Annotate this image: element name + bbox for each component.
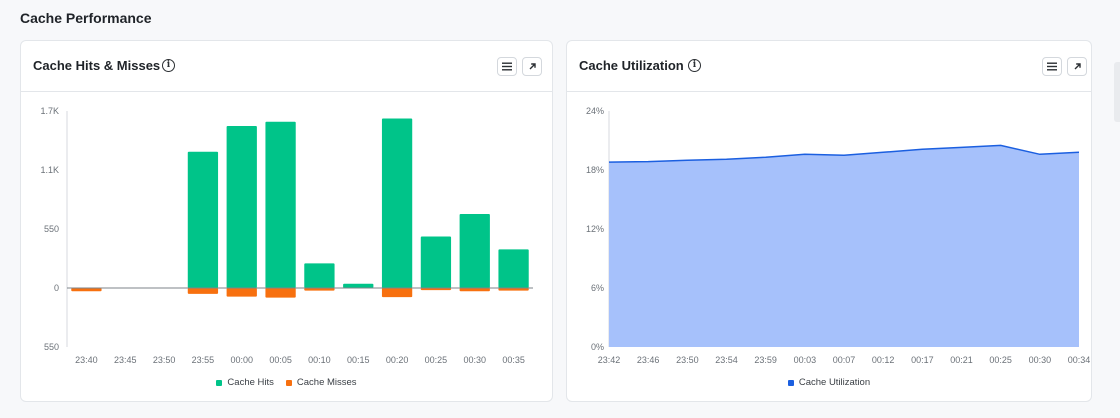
y-tick-label: 6% xyxy=(591,283,604,293)
y-tick-label: 18% xyxy=(586,165,604,175)
chart-expand-button[interactable] xyxy=(522,57,542,76)
y-tick-label: 550 xyxy=(44,342,59,352)
bar-cache-hits xyxy=(420,236,452,288)
bar-cache-hits xyxy=(459,213,490,288)
x-tick-label: 23:55 xyxy=(192,355,215,365)
panel-header: Cache Hits & Misses i xyxy=(21,41,552,92)
x-tick-label: 00:30 xyxy=(1029,355,1052,365)
panel-title: Cache Utilization xyxy=(579,58,684,73)
x-tick-label: 23:54 xyxy=(715,355,738,365)
y-tick-label: 0% xyxy=(591,342,604,352)
y-tick-label: 550 xyxy=(44,224,59,234)
cache-hits-misses-chart: 1.7K 1.1K 550 0 550 23:40 23:45 23:50 23:55 00:00… xyxy=(40,106,533,365)
y-tick-label: 24% xyxy=(586,106,604,116)
cache-utilization-chart: 24% 18% 12% 6% 0% 23:42 23:46 23:50 23:54 23:59 00… xyxy=(586,106,1091,365)
chart-menu-button[interactable] xyxy=(1042,57,1062,76)
legend-item-utilization[interactable]: Cache Utilization xyxy=(787,377,871,388)
cache-utilization-panel: Cache Utilization i 24% 18% 12% 6% 0% 23:42 23… xyxy=(566,40,1092,402)
bar-cache-misses xyxy=(226,288,257,297)
bar-cache-misses xyxy=(265,288,296,298)
y-tick-label: 1.7K xyxy=(40,106,59,116)
bar-cache-misses xyxy=(498,288,529,291)
x-tick-label: 00:07 xyxy=(833,355,856,365)
legend-swatch-utilization xyxy=(787,379,794,386)
x-tick-label: 00:35 xyxy=(502,355,525,365)
x-tick-label: 00:15 xyxy=(347,355,370,365)
x-tick-label: 00:03 xyxy=(794,355,817,365)
x-tick-label: 00:25 xyxy=(989,355,1012,365)
bar-cache-misses xyxy=(420,288,452,291)
section-title: Cache Performance xyxy=(20,10,152,26)
bar-cache-hits xyxy=(265,121,296,289)
legend-label: Cache Utilization xyxy=(798,377,871,388)
chart-legend: Cache Hits Cache Misses xyxy=(21,377,552,388)
bar-cache-hits xyxy=(226,126,257,288)
x-tick-label: 00:20 xyxy=(386,355,409,365)
bar-cache-misses xyxy=(459,288,490,292)
info-icon[interactable]: i xyxy=(162,59,175,72)
x-tick-label: 23:46 xyxy=(637,355,660,365)
info-icon[interactable]: i xyxy=(688,59,701,72)
bar-cache-misses xyxy=(71,288,102,292)
x-tick-label: 23:59 xyxy=(754,355,777,365)
x-tick-label: 00:17 xyxy=(911,355,934,365)
legend-swatch-hits xyxy=(216,379,223,386)
bar-cache-hits xyxy=(343,283,374,288)
utilization-area xyxy=(609,145,1079,347)
menu-icon xyxy=(502,62,512,71)
chart-menu-button[interactable] xyxy=(497,57,517,76)
chart-expand-button[interactable] xyxy=(1067,57,1087,76)
menu-icon xyxy=(1047,62,1057,71)
bar-cache-hits xyxy=(304,263,335,288)
legend-swatch-misses xyxy=(285,379,292,386)
cache-hits-misses-panel: Cache Hits & Misses i 1.7K 1.1K 550 0 550 23:… xyxy=(20,40,553,402)
legend-label: Cache Hits xyxy=(227,377,274,388)
expand-arrow-icon xyxy=(529,63,536,70)
bar-cache-hits xyxy=(498,249,529,288)
bar-cache-misses xyxy=(304,288,335,291)
legend-item-hits[interactable]: Cache Hits xyxy=(216,377,274,388)
y-tick-label: 0 xyxy=(54,283,59,293)
x-tick-label: 00:34 xyxy=(1068,355,1091,365)
x-tick-label: 00:25 xyxy=(425,355,448,365)
bar-cache-misses xyxy=(381,288,413,298)
y-tick-label: 1.1K xyxy=(40,165,59,175)
chart-legend: Cache Utilization xyxy=(567,377,1091,388)
legend-item-misses[interactable]: Cache Misses xyxy=(285,377,357,388)
panel-title: Cache Hits & Misses xyxy=(33,58,161,73)
y-tick-label: 12% xyxy=(586,224,604,234)
x-tick-label: 23:42 xyxy=(598,355,621,365)
bar-cache-misses xyxy=(187,288,219,294)
legend-label: Cache Misses xyxy=(296,377,357,388)
x-tick-label: 00:12 xyxy=(872,355,895,365)
x-tick-label: 00:10 xyxy=(308,355,331,365)
bar-cache-hits xyxy=(187,151,219,288)
x-tick-label: 00:05 xyxy=(269,355,292,365)
x-tick-label: 00:00 xyxy=(230,355,253,365)
utilization-line xyxy=(608,144,1080,163)
panel-header: Cache Utilization i xyxy=(567,41,1091,92)
x-tick-label: 23:45 xyxy=(114,355,137,365)
x-tick-label: 00:21 xyxy=(950,355,973,365)
x-tick-label: 23:40 xyxy=(75,355,98,365)
x-tick-label: 00:30 xyxy=(463,355,486,365)
edge-scroll-tab xyxy=(1114,62,1120,122)
expand-arrow-icon xyxy=(1074,63,1081,70)
bar-cache-hits xyxy=(381,118,413,288)
x-tick-label: 23:50 xyxy=(153,355,176,365)
x-tick-label: 23:50 xyxy=(676,355,699,365)
